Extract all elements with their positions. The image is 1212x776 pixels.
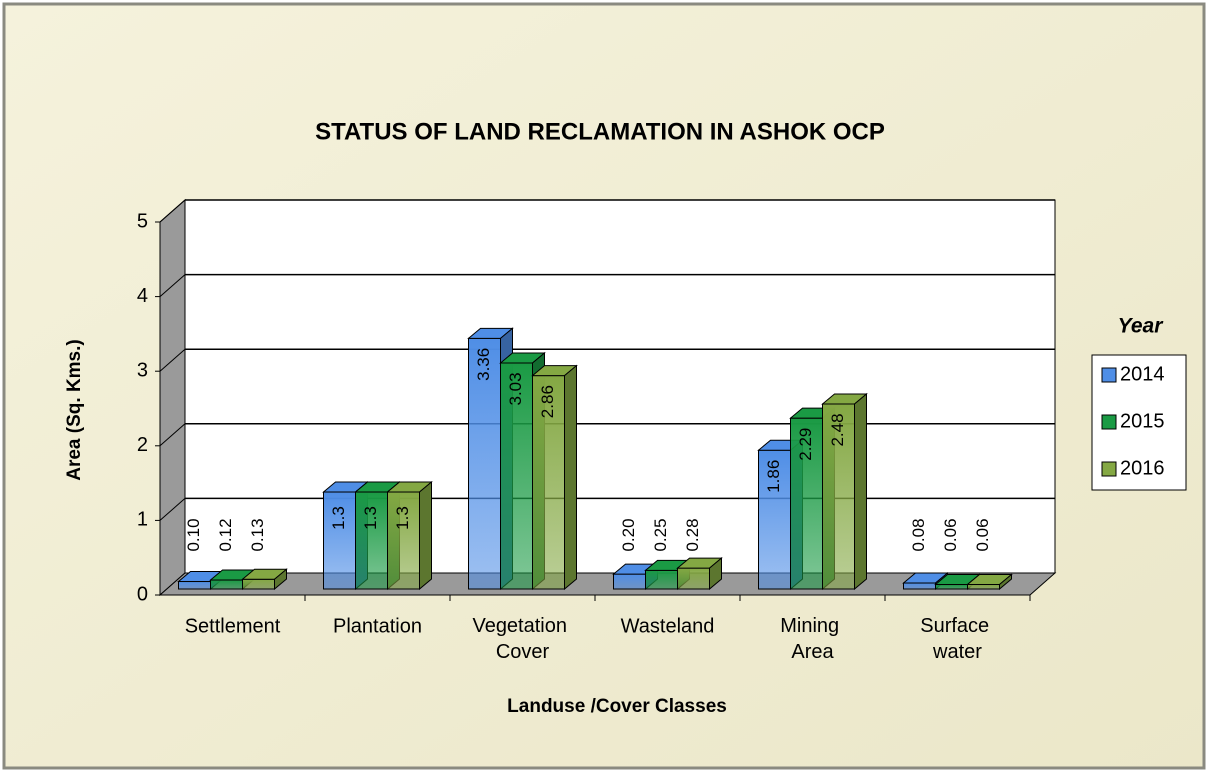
- x-tick-label: Plantation: [333, 615, 422, 637]
- bar-side: [854, 392, 867, 591]
- grid-line-side: [159, 348, 186, 372]
- y-tick-label: 0: [137, 583, 148, 605]
- data-label: 3.03: [506, 372, 525, 405]
- bar-front: [355, 491, 388, 590]
- bar-front: [500, 362, 533, 590]
- bar-front: [822, 403, 855, 590]
- x-tick-label: Settlement: [185, 615, 281, 637]
- data-label: 0.10: [184, 518, 203, 551]
- grid-line-side: [159, 423, 186, 447]
- data-label: 0.06: [941, 518, 960, 551]
- legend-swatch: [1101, 367, 1117, 383]
- side-wall: [159, 198, 186, 597]
- data-label: 0.28: [683, 518, 702, 551]
- y-tick-label: 1: [137, 509, 148, 531]
- x-tick-label: Mining Area: [780, 615, 844, 663]
- bar-side: [419, 480, 432, 591]
- legend-label: 2014: [1120, 363, 1165, 385]
- bar-side: [274, 568, 287, 591]
- data-label: 0.12: [216, 518, 235, 551]
- bar-side: [564, 364, 577, 591]
- data-label: 0.08: [909, 518, 928, 551]
- x-tick-label: Surface water: [920, 615, 994, 663]
- bar: [821, 392, 868, 591]
- bar-front: [468, 337, 501, 590]
- bar-front: [323, 491, 356, 590]
- grid-line-side: [159, 498, 186, 521]
- x-axis-title: Landuse /Cover Classes: [507, 696, 727, 717]
- data-label: 2.86: [538, 385, 557, 418]
- data-label: 1.3: [329, 506, 348, 530]
- y-tick-label: 2: [137, 434, 148, 456]
- bar-front: [387, 491, 420, 590]
- bar-front: [613, 573, 646, 590]
- bar-front: [758, 449, 791, 590]
- legend-label: 2016: [1120, 457, 1165, 479]
- legend-title: Year: [1118, 315, 1165, 338]
- data-label: 1.86: [764, 460, 783, 493]
- data-label: 1.3: [393, 506, 412, 530]
- bar-front: [935, 584, 968, 590]
- data-label: 0.06: [973, 518, 992, 551]
- y-axis-title: Area (Sq. Kms.): [64, 339, 85, 480]
- bar-front: [645, 569, 678, 590]
- bar: [386, 480, 433, 591]
- legend-swatch: [1101, 414, 1117, 430]
- bar-side: [999, 573, 1012, 591]
- bar: [241, 568, 288, 591]
- legend-swatch: [1101, 461, 1117, 477]
- chart-title: STATUS OF LAND RECLAMATION IN ASHOK OCP: [315, 118, 885, 145]
- y-tick-label: 3: [137, 359, 148, 381]
- y-tick-label: 4: [137, 285, 148, 307]
- bar-side: [709, 557, 722, 591]
- data-label: 0.25: [651, 518, 670, 551]
- x-tick-label: Wasteland: [621, 615, 715, 637]
- bar: [966, 573, 1013, 591]
- data-label: 2.29: [796, 428, 815, 461]
- bar: [531, 364, 578, 591]
- bar-front: [677, 567, 710, 590]
- bar-front: [178, 581, 211, 590]
- grid-line-side: [159, 274, 186, 297]
- data-label: 0.20: [619, 518, 638, 551]
- data-label: 1.3: [361, 506, 380, 530]
- y-tick-label: 5: [137, 210, 148, 232]
- data-label: 0.13: [248, 518, 267, 551]
- bar-front: [210, 579, 243, 590]
- bar-front: [967, 584, 1000, 590]
- bar-front: [903, 582, 936, 590]
- legend-label: 2015: [1120, 410, 1165, 432]
- back-wall: [184, 199, 1056, 574]
- bar-front: [532, 375, 565, 590]
- bar-front: [242, 578, 275, 590]
- grid-line-side: [159, 199, 186, 223]
- x-tick-label: Vegetation Cover: [472, 615, 572, 663]
- bar: [676, 557, 723, 591]
- data-label: 2.48: [828, 413, 847, 446]
- data-label: 3.36: [474, 348, 493, 381]
